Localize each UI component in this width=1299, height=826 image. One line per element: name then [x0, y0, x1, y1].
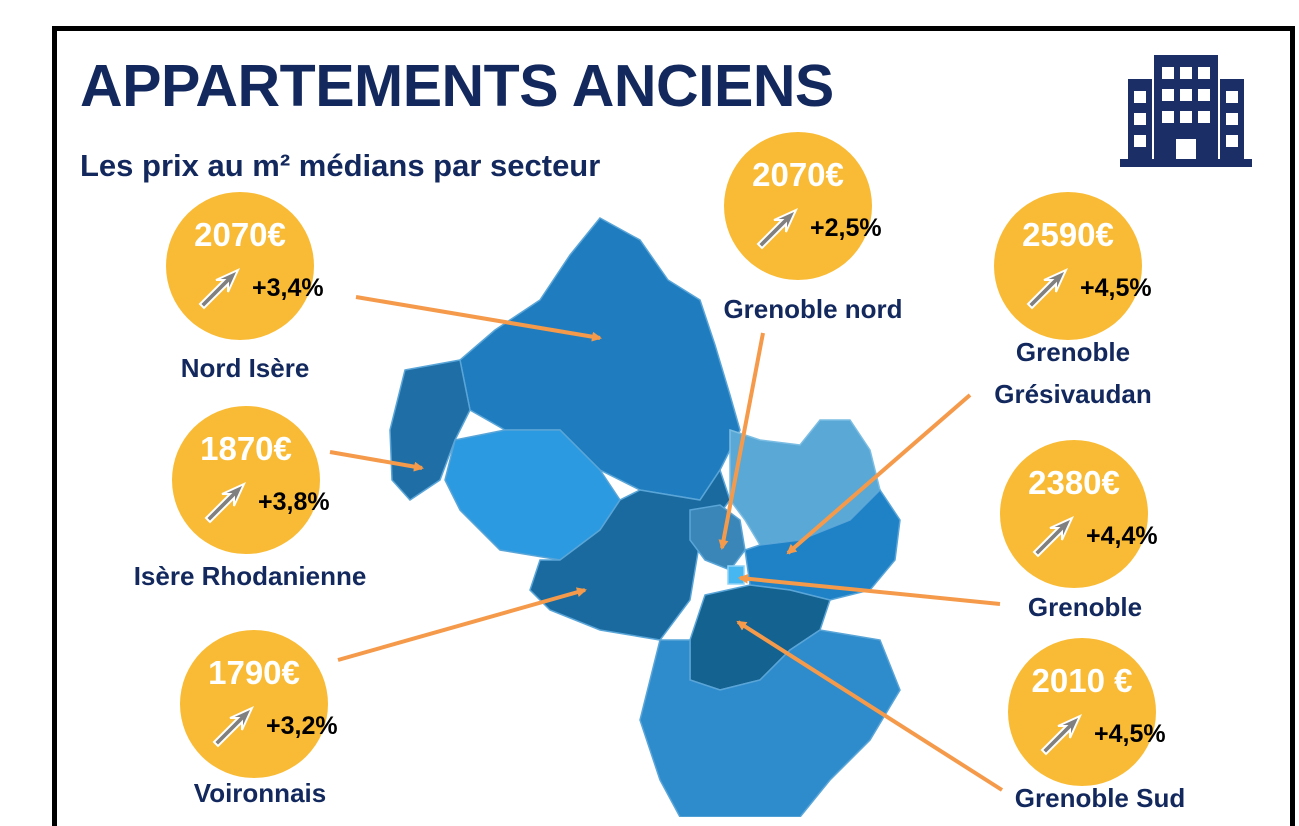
price-value: 1870€ — [200, 430, 292, 467]
trend-up-arrow-icon — [1026, 267, 1069, 310]
price-bubble-grenoble-sud: 2010 € +4,5% — [1008, 638, 1166, 786]
price-bubble-isere-rhodanienne: 1870€ +3,8% — [172, 406, 330, 554]
arrow-grenoble-sud — [736, 620, 1004, 792]
price-value: 2010 € — [1031, 662, 1133, 699]
arrow-gresivaudan — [786, 393, 972, 555]
map-region-south — [639, 629, 901, 817]
price-value: 1790€ — [208, 654, 300, 691]
page-title: APPARTEMENTS ANCIENS — [80, 53, 834, 119]
price-change: +4,5% — [1094, 720, 1166, 748]
map-region-grenoble-nord — [689, 504, 746, 571]
price-change: +4,5% — [1080, 274, 1152, 302]
sector-label-gresivaudan-line1: Grenoble — [1015, 337, 1131, 367]
price-bubble-voironnais: 1790€ +3,2% — [180, 630, 338, 778]
sector-label-voironnais: Voironnais — [193, 778, 327, 808]
sector-label-grenoble-nord: Grenoble nord — [723, 294, 903, 324]
price-value: 2590€ — [1022, 216, 1114, 253]
sector-label-grenoble: Grenoble — [1027, 592, 1143, 622]
trend-up-arrow-icon — [1032, 515, 1075, 558]
price-bubble-nord-isere: 2070€ +3,4% — [166, 192, 324, 340]
trend-up-arrow-icon — [756, 207, 799, 250]
price-change: +3,8% — [258, 488, 330, 516]
building-icon — [1120, 55, 1252, 167]
arrow-isere-rhodanienne — [329, 450, 424, 472]
price-value: 2380€ — [1028, 464, 1120, 501]
trend-up-arrow-icon — [204, 481, 247, 524]
sector-label-grenoble-sud: Grenoble Sud — [1014, 783, 1186, 813]
price-change: +3,4% — [252, 274, 324, 302]
price-bubble-grenoble-gresivaudan: 2590€ +4,5% — [994, 192, 1152, 340]
sector-label-nord-isere: Nord Isère — [180, 353, 310, 383]
sector-label-gresivaudan-line2: Grésivaudan — [994, 379, 1152, 409]
arrow-voironnais — [337, 587, 587, 662]
trend-up-arrow-icon — [1040, 713, 1083, 756]
price-change: +2,5% — [810, 214, 882, 242]
arrow-grenoble — [738, 573, 1001, 606]
page-subtitle: Les prix au m² médians par secteur — [80, 148, 601, 183]
price-bubble-grenoble: 2380€ +4,4% — [1000, 440, 1158, 588]
arrow-nord-isere — [355, 295, 602, 342]
trend-up-arrow-icon — [212, 705, 255, 748]
arrow-grenoble-nord — [718, 332, 765, 550]
price-change: +3,2% — [266, 712, 338, 740]
price-bubble-grenoble-nord: 2070€ +2,5% — [724, 132, 882, 280]
trend-up-arrow-icon — [198, 267, 241, 310]
sector-label-isere-rhodanienne: Isère Rhodanienne — [133, 561, 367, 591]
price-value: 2070€ — [752, 156, 844, 193]
map-region-grenoble — [727, 565, 745, 585]
price-change: +4,4% — [1086, 522, 1158, 550]
price-value: 2070€ — [194, 216, 286, 253]
